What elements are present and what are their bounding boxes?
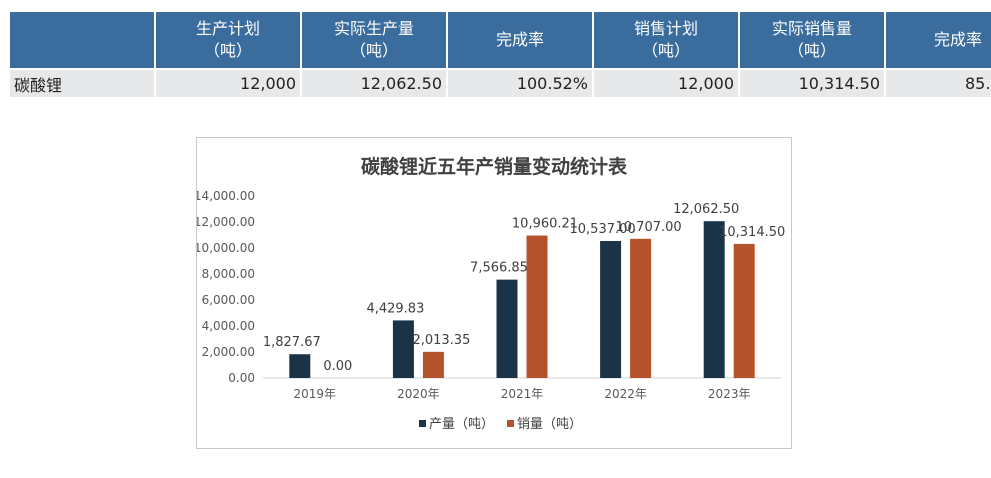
bar-sales	[422, 351, 444, 378]
table-header-row: 生产计划 （吨） 实际生产量 （吨） 完成率 销售计划 （吨） 实际销售量 （吨） 完成率	[10, 12, 991, 70]
y-tick-label: 8,000.00	[202, 267, 255, 281]
x-tick-label: 2020年	[397, 387, 440, 401]
bar-production	[289, 354, 311, 378]
table-header-text: 实际生产量	[333, 19, 414, 38]
table-header-text: 实际销售量	[771, 19, 852, 38]
legend-label-sales: 销量（吨）	[517, 417, 582, 432]
data-label-production: 7,566.85	[470, 261, 528, 276]
summary-table-container: 生产计划 （吨） 实际生产量 （吨） 完成率 销售计划 （吨） 实际销售量 （吨） 完成率 碳酸锂…	[8, 12, 991, 97]
data-label-sales: 2,013.35	[412, 333, 470, 348]
summary-table: 生产计划 （吨） 实际生产量 （吨） 完成率 销售计划 （吨） 实际销售量 （吨） 完成率 碳酸锂…	[8, 12, 991, 97]
y-tick-label: 10,000.00	[197, 241, 255, 255]
table-body: 碳酸锂 12,000 12,062.50 100.52% 12,000 10,314.50…	[10, 70, 991, 97]
legend-swatch-production	[419, 420, 426, 427]
data-label-production: 1,827.67	[263, 335, 321, 350]
table-header-cell: 完成率	[886, 12, 991, 70]
table-row: 碳酸锂 12,000 12,062.50 100.52% 12,000 10,314.50…	[10, 70, 991, 97]
table-header-text: 完成率	[933, 30, 982, 49]
y-tick-label: 12,000.00	[197, 215, 255, 229]
data-label-sales: 0.00	[323, 359, 352, 374]
x-tick-label: 2023年	[708, 387, 751, 401]
y-tick-label: 4,000.00	[202, 319, 255, 333]
x-tick-label: 2019年	[294, 387, 337, 401]
table-cell: 85.95%	[886, 70, 991, 97]
y-tick-label: 14,000.00	[197, 189, 255, 203]
data-label-sales: 10,960.21	[512, 217, 578, 232]
bar-production	[496, 279, 518, 378]
table-cell: 10,314.50	[740, 70, 884, 97]
table-row-label: 碳酸锂	[10, 70, 154, 97]
bar-sales	[733, 243, 755, 378]
table-header-text: （吨）	[203, 41, 252, 60]
table-header-cell: 销售计划 （吨）	[594, 12, 738, 70]
data-label-sales: 10,314.50	[719, 225, 785, 240]
table-header-text: （吨）	[349, 41, 398, 60]
table-header-text: 生产计划	[195, 19, 260, 38]
table-cell: 12,000	[594, 70, 738, 97]
bar-chart: 碳酸锂近五年产销量变动统计表 0.00 2,000.00 4,000.00 6,000.…	[197, 155, 785, 432]
chart-container: 碳酸锂近五年产销量变动统计表 0.00 2,000.00 4,000.00 6,000.…	[196, 137, 792, 449]
table-header-cell	[10, 12, 154, 70]
legend-swatch-sales	[507, 420, 514, 427]
table-header-cell: 实际销售量 （吨）	[740, 12, 884, 70]
table-header-text: （吨）	[787, 41, 836, 60]
table-cell: 100.52%	[448, 70, 592, 97]
table-header-text: 完成率	[495, 30, 544, 49]
table-cell: 12,000	[156, 70, 300, 97]
table-header-cell: 生产计划 （吨）	[156, 12, 300, 70]
bar-production	[703, 221, 725, 378]
y-tick-label: 2,000.00	[202, 345, 255, 359]
x-tick-label: 2022年	[604, 387, 647, 401]
data-label-production: 4,429.83	[366, 301, 424, 316]
chart-title: 碳酸锂近五年产销量变动统计表	[361, 155, 628, 178]
table-cell: 12,062.50	[302, 70, 446, 97]
table-header-cell: 完成率	[448, 12, 592, 70]
y-tick-label: 6,000.00	[202, 293, 255, 307]
table-header-text: （吨）	[641, 41, 690, 60]
bar-sales	[526, 235, 548, 378]
bar-sales	[630, 238, 652, 378]
bar-production	[600, 241, 622, 378]
data-label-sales: 10,707.00	[616, 220, 682, 235]
legend-label-production: 产量（吨）	[429, 417, 494, 432]
bar-production	[392, 320, 414, 378]
table-header-text: 销售计划	[633, 19, 698, 38]
x-tick-label: 2021年	[501, 387, 544, 401]
data-label-production: 12,062.50	[673, 202, 739, 217]
table-header-cell: 实际生产量 （吨）	[302, 12, 446, 70]
y-tick-label: 0.00	[228, 371, 255, 385]
data-label-production: 10,537.00	[570, 222, 636, 237]
